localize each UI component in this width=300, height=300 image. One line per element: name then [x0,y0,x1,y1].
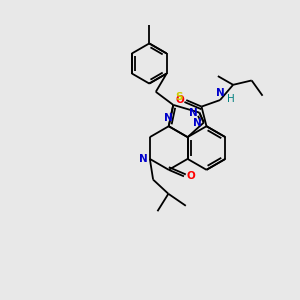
Text: N: N [193,118,202,128]
Text: S: S [175,92,183,102]
Text: H: H [227,94,235,104]
Text: O: O [176,95,184,105]
Text: N: N [139,154,148,164]
Text: N: N [164,113,173,123]
Text: O: O [187,171,196,182]
Text: N: N [216,88,224,98]
Text: N: N [189,108,197,118]
